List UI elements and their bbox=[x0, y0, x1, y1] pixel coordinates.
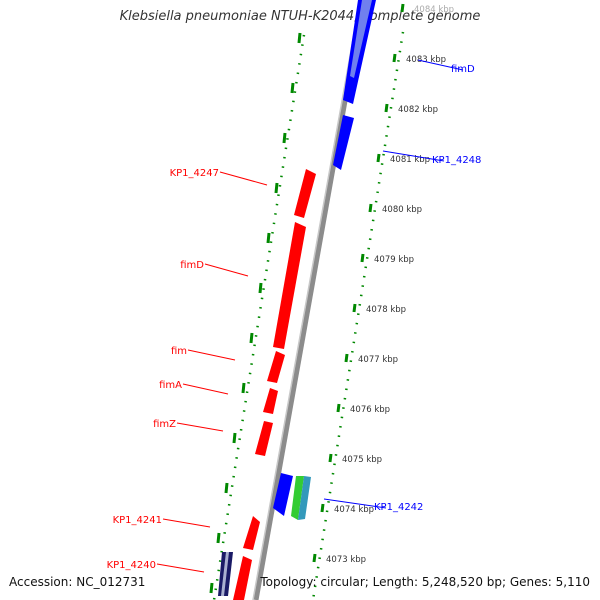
right-tick-mark bbox=[352, 303, 357, 313]
forward-label-leader bbox=[382, 150, 445, 162]
left-tick-mark bbox=[232, 432, 237, 444]
right-tick-mark bbox=[344, 353, 349, 363]
gene-arrow-kp1-4242 bbox=[273, 473, 293, 516]
reverse-gene-label: KP1_4241 bbox=[113, 515, 162, 526]
reverse-label-leader bbox=[162, 518, 211, 528]
reverse-gene-label: fim bbox=[171, 346, 187, 357]
backbone-highlight bbox=[252, 0, 361, 600]
forward-gene-label: KP1_4248 bbox=[432, 155, 481, 166]
gene-arrow-teal bbox=[298, 476, 311, 520]
scale-label: 4078 kbp bbox=[366, 305, 406, 315]
reverse-gene-label: fimD bbox=[180, 260, 204, 271]
gene-arrow-kp1-4247 bbox=[294, 169, 316, 218]
accession-text: Accession: NC_012731 bbox=[9, 575, 146, 589]
scale-label: 4073 kbp bbox=[326, 555, 366, 565]
left-tick-mark bbox=[297, 32, 302, 44]
scale-label: 4080 kbp bbox=[382, 205, 422, 215]
right-tick-mark bbox=[360, 253, 365, 263]
forward-label-leader bbox=[323, 498, 387, 509]
right-dotted-strand bbox=[311, 31, 405, 600]
scale-label: 4077 kbp bbox=[358, 355, 398, 365]
forward-gene-label: fimD bbox=[451, 64, 475, 75]
left-tick-mark bbox=[209, 582, 214, 594]
right-tick-mark bbox=[376, 153, 381, 163]
left-tick-mark bbox=[290, 82, 295, 94]
right-tick-mark bbox=[400, 3, 405, 13]
left-tick-mark bbox=[216, 532, 221, 544]
reverse-gene-label: KP1_4247 bbox=[170, 168, 219, 179]
map-title: Klebsiella pneumoniae NTUH-K2044, comple… bbox=[119, 9, 481, 24]
right-tick-mark bbox=[312, 553, 317, 563]
left-tick-mark bbox=[241, 382, 246, 394]
forward-gene-label: KP1_4242 bbox=[374, 502, 423, 513]
right-tick-mark bbox=[328, 453, 333, 463]
left-tick-mark bbox=[282, 132, 287, 144]
scale-label: 4083 kbp bbox=[406, 55, 446, 65]
reverse-label-leader bbox=[187, 349, 236, 361]
gene-block-light bbox=[221, 552, 229, 596]
gene-arrow-fim bbox=[267, 351, 285, 383]
scale-label: 4079 kbp bbox=[374, 255, 414, 265]
summary-text: Topology: circular; Length: 5,248,520 bp… bbox=[260, 575, 590, 589]
reverse-gene-label: fimA bbox=[159, 380, 182, 391]
scale-label: 4075 kbp bbox=[342, 455, 382, 465]
right-tick-mark bbox=[320, 503, 325, 513]
scale-label: 4082 kbp bbox=[398, 105, 438, 115]
gene-arrow-kp1-4248 bbox=[333, 115, 354, 170]
left-tick-mark bbox=[266, 232, 271, 244]
left-tick-mark bbox=[224, 482, 229, 494]
left-tick-mark bbox=[258, 282, 263, 294]
reverse-label-leader bbox=[204, 263, 249, 277]
gene-arrow-kp1-4240 bbox=[233, 556, 252, 600]
gene-arrow-green bbox=[291, 476, 304, 520]
reverse-label-leader bbox=[176, 422, 224, 432]
right-tick-mark bbox=[368, 203, 373, 213]
scale-label: 4084 kbp bbox=[414, 5, 454, 15]
gene-arrow-fimd-reverse bbox=[273, 222, 306, 349]
left-tick-mark bbox=[274, 182, 279, 194]
scale-label: 4076 kbp bbox=[350, 405, 390, 415]
gene-arrow-kp1-4241 bbox=[243, 516, 260, 550]
right-tick-mark bbox=[384, 103, 389, 113]
right-tick-mark bbox=[336, 403, 341, 413]
gene-arrow-fima bbox=[263, 388, 278, 414]
left-tick-mark bbox=[249, 332, 254, 344]
right-tick-mark bbox=[392, 53, 397, 63]
reverse-label-leader bbox=[156, 563, 205, 573]
reverse-label-leader bbox=[219, 171, 268, 186]
scale-label: 4081 kbp bbox=[390, 155, 430, 165]
gene-arrow-fimd-highlight bbox=[350, 0, 372, 78]
scale-label: 4074 kbp bbox=[334, 505, 374, 515]
reverse-gene-label: KP1_4240 bbox=[107, 560, 156, 571]
reverse-gene-label: fimZ bbox=[153, 419, 176, 430]
reverse-label-leader bbox=[182, 383, 229, 395]
forward-label-leader bbox=[417, 59, 464, 71]
left-dotted-strand bbox=[212, 34, 306, 600]
gene-arrow-fimz bbox=[255, 421, 273, 456]
